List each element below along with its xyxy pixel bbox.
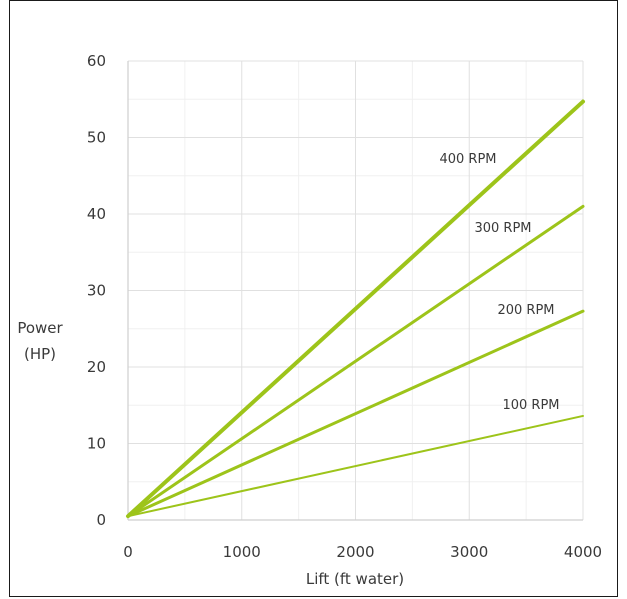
series-line [126,99,585,519]
y-axis-label-line-1: Power [17,319,63,337]
x-axis-label: Lift (ft water) [306,570,404,588]
y-tick-label: 50 [87,129,106,147]
y-tick-label: 0 [96,511,106,529]
y-tick-label: 30 [87,282,106,300]
axes [127,61,583,521]
x-tick-label: 1000 [223,543,261,561]
grid [128,60,584,520]
x-tick-label: 0 [123,543,133,561]
series-label: 400 RPM [439,152,496,167]
y-tick-label: 40 [87,205,106,223]
series-line [126,309,585,518]
labels: Power (HP) Lift (ft water) 0 10 20 30 40 50 60… [17,52,602,588]
y-axis-label-line-2: (HP) [24,345,56,363]
series-line [127,414,584,518]
x-tick-label: 4000 [564,543,602,561]
x-tick-label: 2000 [336,543,374,561]
y-tick-label: 60 [87,52,106,70]
y-tick-label: 10 [87,435,106,453]
x-tick-label: 3000 [450,543,488,561]
series-line [126,204,585,518]
y-tick-label: 20 [87,358,106,376]
series-lines [126,99,585,519]
series-label: 100 RPM [502,398,559,413]
series-label: 200 RPM [497,303,554,318]
series-label: 300 RPM [474,221,531,236]
